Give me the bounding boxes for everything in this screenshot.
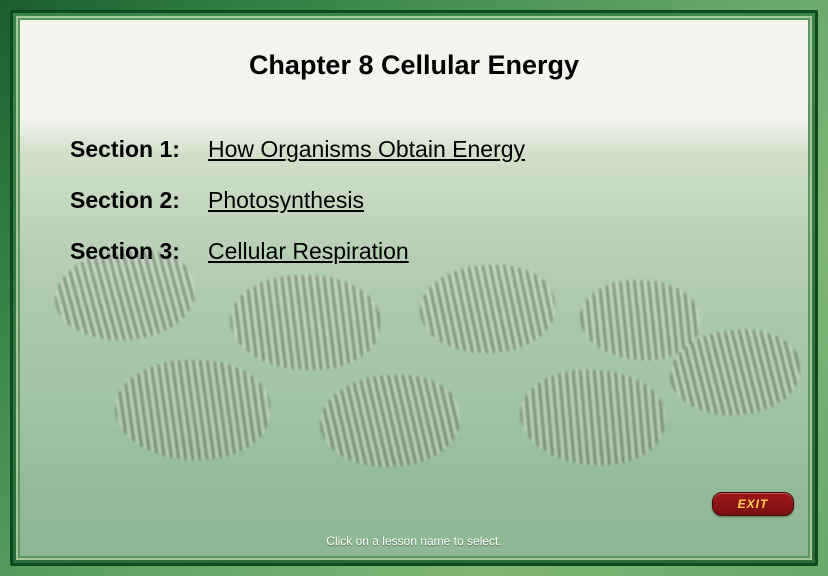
content-area: Chapter 8 Cellular Energy Section 1: How…	[20, 20, 808, 556]
instruction-text: Click on a lesson name to select.	[20, 534, 808, 548]
section-1-link[interactable]: How Organisms Obtain Energy	[208, 136, 525, 163]
section-3-link[interactable]: Cellular Respiration	[208, 238, 409, 265]
slide-frame: Chapter 8 Cellular Energy Section 1: How…	[0, 0, 828, 576]
border-outer: Chapter 8 Cellular Energy Section 1: How…	[10, 10, 818, 566]
section-row-1: Section 1: How Organisms Obtain Energy	[70, 136, 758, 163]
exit-button-label: EXIT	[738, 497, 769, 511]
section-1-label: Section 1:	[70, 136, 208, 163]
chapter-title: Chapter 8 Cellular Energy	[20, 20, 808, 81]
border-inner: Chapter 8 Cellular Energy Section 1: How…	[16, 16, 812, 560]
section-2-label: Section 2:	[70, 187, 208, 214]
section-2-link[interactable]: Photosynthesis	[208, 187, 364, 214]
section-list: Section 1: How Organisms Obtain Energy S…	[20, 81, 808, 265]
section-row-3: Section 3: Cellular Respiration	[70, 238, 758, 265]
section-3-label: Section 3:	[70, 238, 208, 265]
section-row-2: Section 2: Photosynthesis	[70, 187, 758, 214]
exit-button[interactable]: EXIT	[712, 492, 794, 516]
